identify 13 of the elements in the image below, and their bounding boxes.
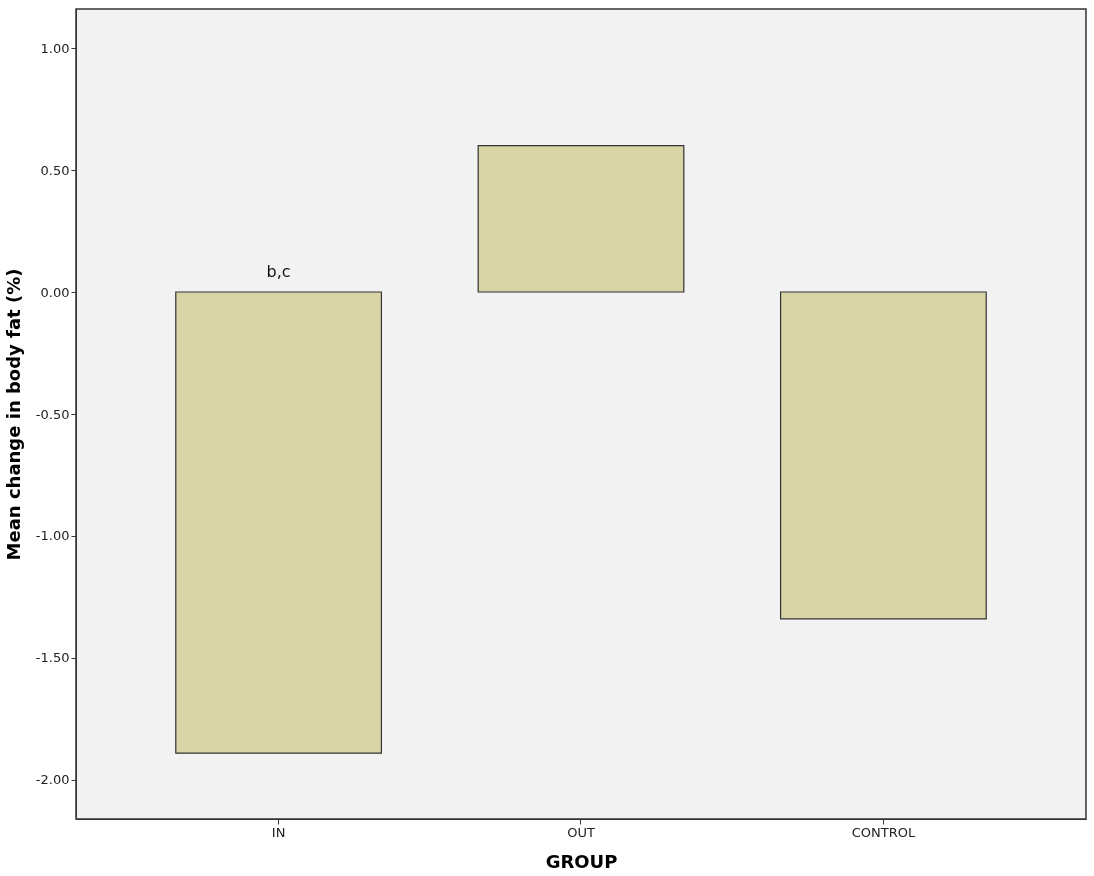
- y-tick-label: -1.50: [35, 650, 70, 666]
- y-tick-label: 0.00: [40, 284, 70, 300]
- x-tick-label: CONTROL: [851, 824, 916, 840]
- x-tick-label: IN: [271, 824, 286, 840]
- y-tick-label: -0.50: [35, 406, 70, 422]
- annotation: b,c: [266, 262, 291, 282]
- y-tick-label: -1.00: [35, 528, 70, 544]
- y-tick-label: 1.00: [40, 40, 70, 56]
- x-axis-title: GROUP: [545, 850, 618, 872]
- y-axis-title: Mean change in body fat (%): [2, 268, 24, 561]
- y-tick-label: 0.50: [40, 162, 70, 178]
- x-tick-label: OUT: [567, 824, 595, 840]
- y-tick-label: -2.00: [35, 772, 70, 788]
